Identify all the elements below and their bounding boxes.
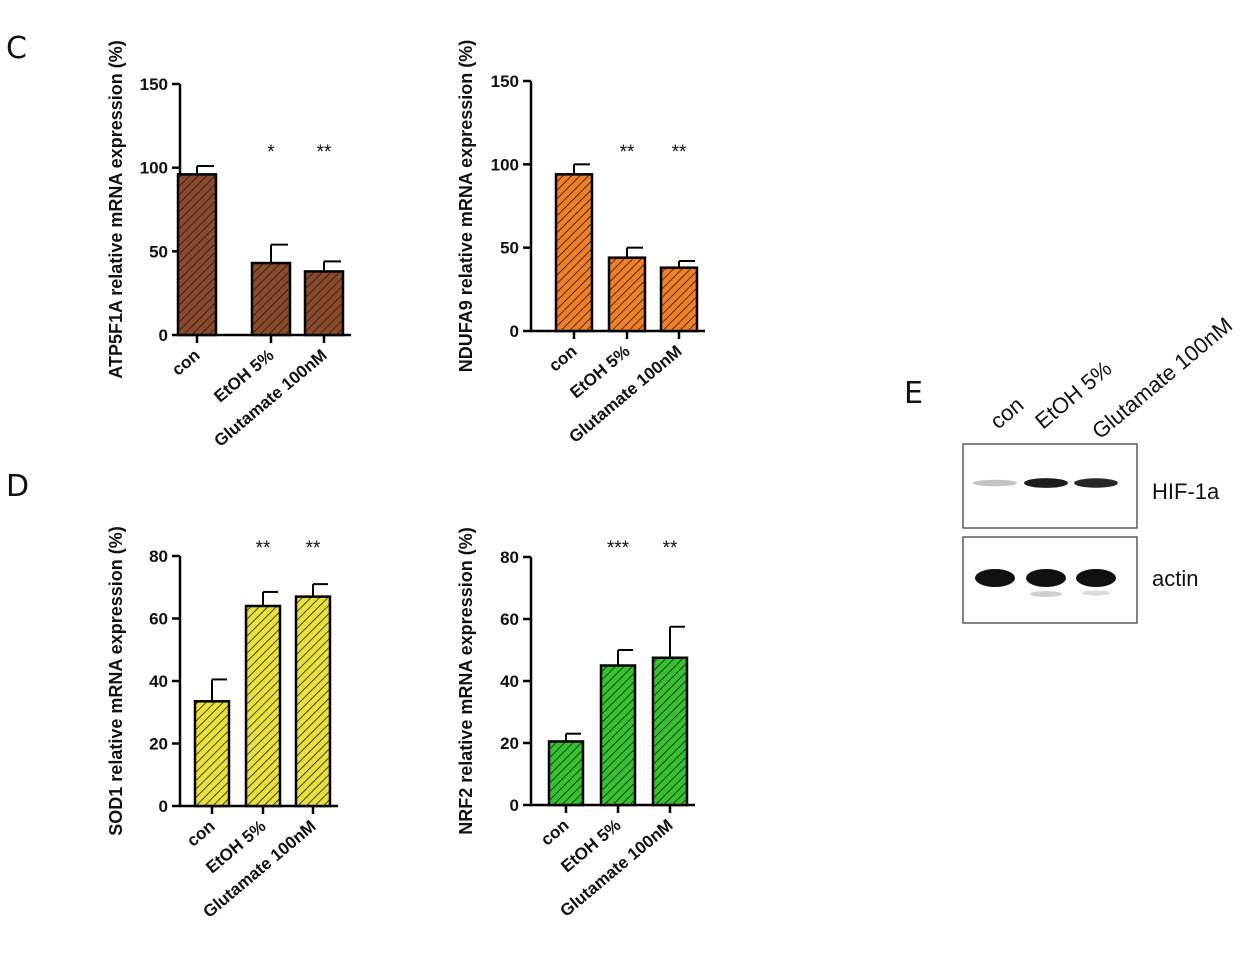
- y-tick-label-ndufa9-150: 150: [491, 72, 519, 91]
- bar-sod1-glutamate: [294, 595, 332, 808]
- significance-atp5f1a-etoh: *: [267, 142, 275, 163]
- significance-nrf2-glutamate: **: [663, 538, 678, 559]
- significance-atp5f1a-glutamate: **: [317, 142, 332, 163]
- y-tick-label-sod1-0: 0: [159, 797, 168, 816]
- blot-protein-label-actin: actin: [1152, 566, 1198, 591]
- y-tick-label-ndufa9-0: 0: [510, 322, 519, 341]
- y-tick-label-atp5f1a-100: 100: [140, 159, 168, 178]
- y-tick-label-sod1-80: 80: [149, 547, 168, 566]
- significance-sod1-etoh: **: [256, 538, 271, 559]
- bar-atp5f1a-etoh: [250, 261, 292, 337]
- y-tick-label-nrf2-60: 60: [500, 610, 519, 629]
- y-tick-label-atp5f1a-50: 50: [149, 242, 168, 261]
- blot-band-hif1a-etoh: [1024, 478, 1068, 488]
- blot-band-hif1a-con: [973, 479, 1017, 487]
- y-axis-label-ndufa9: NDUFA9 relative mRNA expression (%): [456, 40, 476, 372]
- y-tick-label-atp5f1a-150: 150: [140, 75, 168, 94]
- chart-nrf2: 0 20 40 60 80 NRF2 relative mRNA expression (…: [456, 527, 695, 921]
- blot-band-actin-glutamate: [1076, 569, 1116, 587]
- y-tick-label-sod1-40: 40: [149, 672, 168, 691]
- y-tick-label-sod1-60: 60: [149, 610, 168, 629]
- significance-sod1-glutamate: **: [306, 538, 321, 559]
- category-label-sod1-con: con: [183, 817, 218, 851]
- category-label-nrf2-con: con: [537, 816, 572, 850]
- bar-atp5f1a-glutamate: [303, 270, 345, 337]
- y-tick-label-ndufa9-50: 50: [500, 239, 519, 258]
- category-label-atp5f1a-con: con: [168, 346, 203, 380]
- blot-bands: [973, 478, 1118, 597]
- blot-smear-actin-etoh: [1030, 591, 1062, 597]
- y-axis-label-nrf2: NRF2 relative mRNA expression (%): [456, 527, 476, 834]
- y-tick-label-nrf2-0: 0: [510, 796, 519, 815]
- western-blot: con EtOH 5% Glutamate 100nM HIF-1a actin: [962, 312, 1237, 624]
- chart-sod1: 0 20 40 60 80 SOD1 relative mRNA expression (…: [106, 526, 338, 922]
- significance-nrf2-etoh: ***: [607, 538, 630, 559]
- blot-lane-label-con: con: [985, 392, 1028, 434]
- blot-band-actin-etoh: [1026, 569, 1066, 587]
- bar-ndufa9-con: [554, 173, 594, 333]
- significance-ndufa9-etoh: **: [620, 142, 635, 163]
- blot-smear-actin-glutamate: [1082, 590, 1110, 596]
- significance-ndufa9-glutamate: **: [672, 142, 687, 163]
- bar-ndufa9-glutamate: [659, 266, 699, 333]
- y-axis-label-atp5f1a: ATP5F1A relative mRNA expression (%): [106, 40, 126, 378]
- y-axis-label-sod1: SOD1 relative mRNA expression (%): [106, 526, 126, 835]
- blot-protein-label-hif1a: HIF-1a: [1152, 479, 1220, 504]
- y-tick-label-sod1-20: 20: [149, 735, 168, 754]
- blot-band-hif1a-glutamate: [1074, 478, 1118, 488]
- panel-label-c: C: [6, 31, 27, 66]
- chart-ndufa9: 0 50 100 150 NDUFA9 relative mRNA expression…: [456, 40, 705, 447]
- blot-band-actin-con: [975, 569, 1015, 587]
- y-tick-label-nrf2-20: 20: [500, 734, 519, 753]
- panel-label-d: D: [6, 469, 29, 504]
- category-label-ndufa9-con: con: [545, 342, 580, 376]
- bar-sod1-etoh: [244, 604, 282, 808]
- bar-atp5f1a-con: [176, 173, 218, 337]
- bar-nrf2-con: [547, 740, 585, 807]
- chart-atp5f1a: 0 50 100 150 ATP5F1A relative mRNA expressio…: [106, 40, 351, 451]
- y-tick-label-ndufa9-100: 100: [491, 155, 519, 174]
- y-tick-label-nrf2-80: 80: [500, 548, 519, 567]
- bar-nrf2-glutamate: [651, 656, 689, 807]
- bar-sod1-con: [193, 700, 231, 808]
- bar-nrf2-etoh: [599, 664, 637, 807]
- panel-label-e: E: [904, 376, 923, 411]
- bar-ndufa9-etoh: [607, 256, 647, 333]
- y-tick-label-atp5f1a-0: 0: [159, 326, 168, 345]
- y-tick-label-nrf2-40: 40: [500, 672, 519, 691]
